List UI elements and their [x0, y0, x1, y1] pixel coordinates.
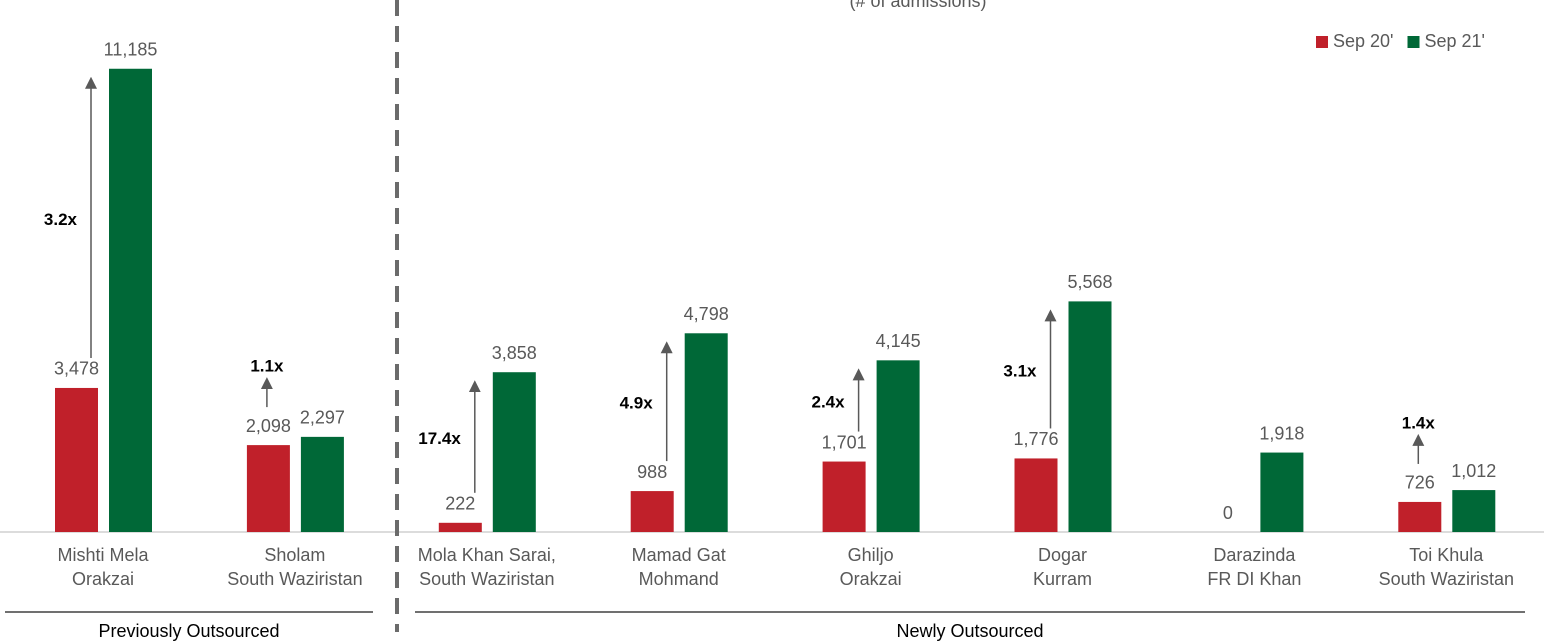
x-tick-label: Orakzai: [72, 569, 134, 589]
growth-label: 3.2x: [44, 210, 78, 229]
value-label: 11,185: [104, 40, 158, 60]
growth-label: 2.4x: [812, 392, 846, 411]
bar: [684, 333, 728, 532]
bar: [246, 445, 290, 532]
value-label: 3,478: [54, 359, 99, 379]
value-label: 1,012: [1451, 461, 1496, 481]
growth-label: 3.1x: [1003, 361, 1037, 380]
bar: [822, 461, 866, 532]
x-tick-label: Dogar: [1038, 545, 1087, 565]
x-tick-label: South Waziristan: [419, 569, 554, 589]
x-tick-label: Ghiljo: [848, 545, 894, 565]
value-label: 0: [1223, 503, 1233, 523]
x-tick-label: Mishti Mela: [57, 545, 149, 565]
bar: [492, 372, 536, 532]
legend-label: Sep 20': [1333, 31, 1394, 51]
bar: [300, 436, 344, 532]
group-label: Previously Outsourced: [98, 621, 279, 641]
value-label: 5,568: [1067, 272, 1112, 292]
bar: [1260, 452, 1304, 532]
group-label: Newly Outsourced: [896, 621, 1043, 641]
legend-swatch: [1407, 36, 1420, 48]
bar: [1068, 301, 1112, 532]
bar: [1398, 501, 1442, 532]
value-label: 2,297: [300, 408, 345, 428]
value-label: 4,145: [876, 331, 921, 351]
value-label: 2,098: [246, 416, 291, 436]
x-tick-label: South Waziristan: [1379, 569, 1514, 589]
x-tick-label: South Waziristan: [227, 569, 362, 589]
bar: [630, 491, 674, 532]
x-tick-label: Mamad Gat: [632, 545, 726, 565]
legend-swatch: [1316, 36, 1328, 48]
growth-label: 4.9x: [620, 394, 654, 413]
value-label: 4,798: [684, 304, 729, 324]
growth-label: 1.1x: [250, 357, 284, 376]
x-tick-label: Sholam: [264, 545, 325, 565]
bar: [438, 522, 482, 532]
bar: [109, 68, 152, 533]
bar: [1014, 458, 1058, 532]
x-tick-label: Mola Khan Sarai,: [418, 545, 556, 565]
chart-subtitle: (# of admissions): [849, 0, 986, 11]
x-tick-label: Mohmand: [639, 569, 719, 589]
x-tick-label: Darazinda: [1213, 545, 1296, 565]
growth-label: 17.4x: [418, 429, 461, 448]
x-tick-label: FR DI Khan: [1207, 569, 1301, 589]
legend-label: Sep 21': [1425, 31, 1486, 51]
x-tick-label: Toi Khula: [1409, 545, 1484, 565]
bar: [876, 360, 920, 532]
value-label: 1,918: [1259, 423, 1304, 443]
x-tick-label: Orakzai: [840, 569, 902, 589]
value-label: 3,858: [492, 343, 537, 363]
value-label: 726: [1405, 473, 1435, 493]
bar: [1452, 490, 1496, 532]
value-label: 222: [445, 494, 475, 514]
bar: [55, 387, 98, 532]
value-label: 1,776: [1013, 429, 1058, 449]
x-tick-label: Kurram: [1033, 569, 1092, 589]
value-label: 988: [637, 462, 667, 482]
growth-label: 1.4x: [1402, 413, 1436, 432]
value-label: 1,701: [822, 432, 867, 452]
